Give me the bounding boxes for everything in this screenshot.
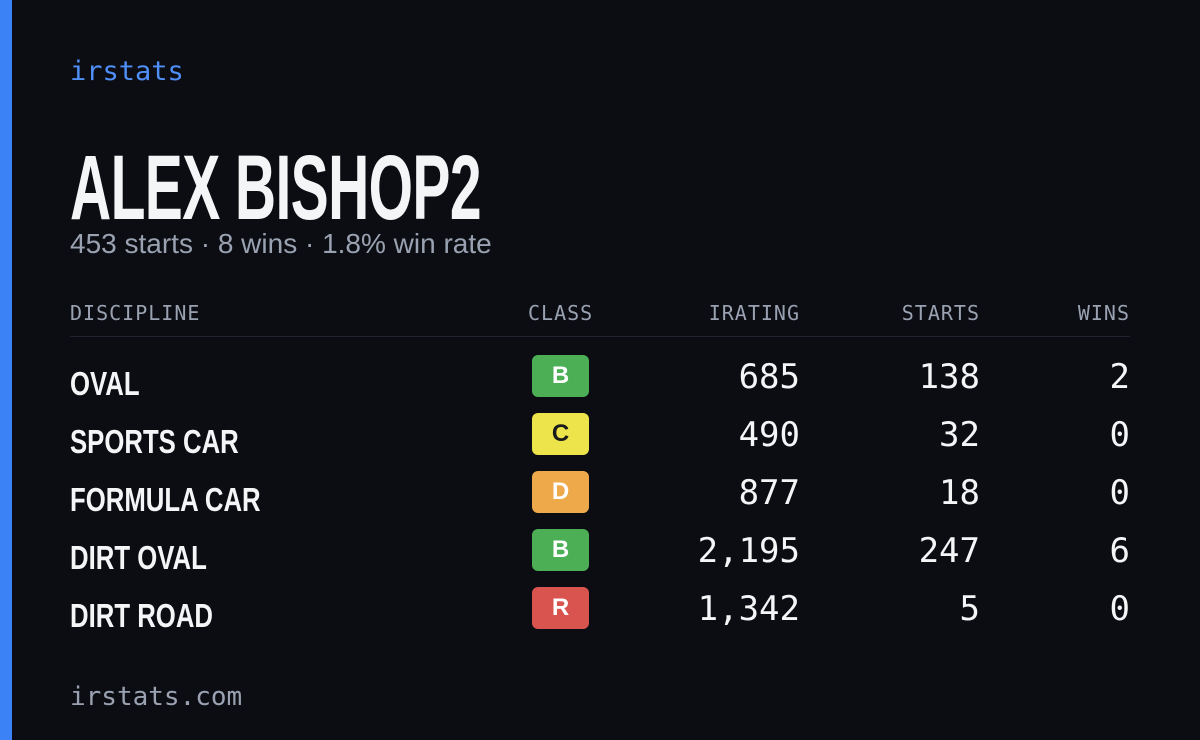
irating: 685 [738, 357, 800, 397]
class-badge: B [532, 529, 589, 571]
starts: 5 [959, 589, 980, 629]
class-badge: R [532, 587, 589, 629]
starts: 18 [939, 473, 980, 513]
column-header: WINS [1077, 301, 1130, 325]
class-badge: B [532, 355, 589, 397]
brand: irstats [70, 56, 184, 87]
starts: 247 [918, 531, 980, 571]
column-header: IRATING [708, 301, 800, 325]
summary: 453 starts · 8 wins · 1.8% win rate [70, 228, 492, 259]
discipline: FORMULA CAR [70, 481, 261, 518]
column-header: CLASS [528, 301, 594, 325]
accent-bar [0, 0, 12, 740]
wins: 0 [1109, 589, 1130, 629]
class-badge: D [532, 471, 589, 513]
discipline: SPORTS CAR [70, 423, 239, 460]
wins: 0 [1109, 473, 1130, 513]
irating: 877 [738, 473, 800, 513]
starts: 138 [918, 357, 980, 397]
discipline: DIRT ROAD [70, 597, 213, 634]
driver-name: ALEX BISHOP2 [70, 137, 482, 239]
column-header: DISCIPLINE [70, 301, 201, 325]
class-badge: C [532, 413, 589, 455]
irating: 490 [738, 415, 800, 455]
irating: 2,195 [697, 531, 800, 571]
discipline: OVAL [70, 365, 140, 402]
column-header: STARTS [901, 301, 980, 325]
discipline: DIRT OVAL [70, 539, 207, 576]
header-rule [70, 336, 1130, 337]
irating: 1,342 [697, 589, 800, 629]
wins: 0 [1109, 415, 1130, 455]
footer: irstats.com [70, 682, 243, 712]
wins: 2 [1109, 357, 1130, 397]
starts: 32 [939, 415, 980, 455]
wins: 6 [1109, 531, 1130, 571]
